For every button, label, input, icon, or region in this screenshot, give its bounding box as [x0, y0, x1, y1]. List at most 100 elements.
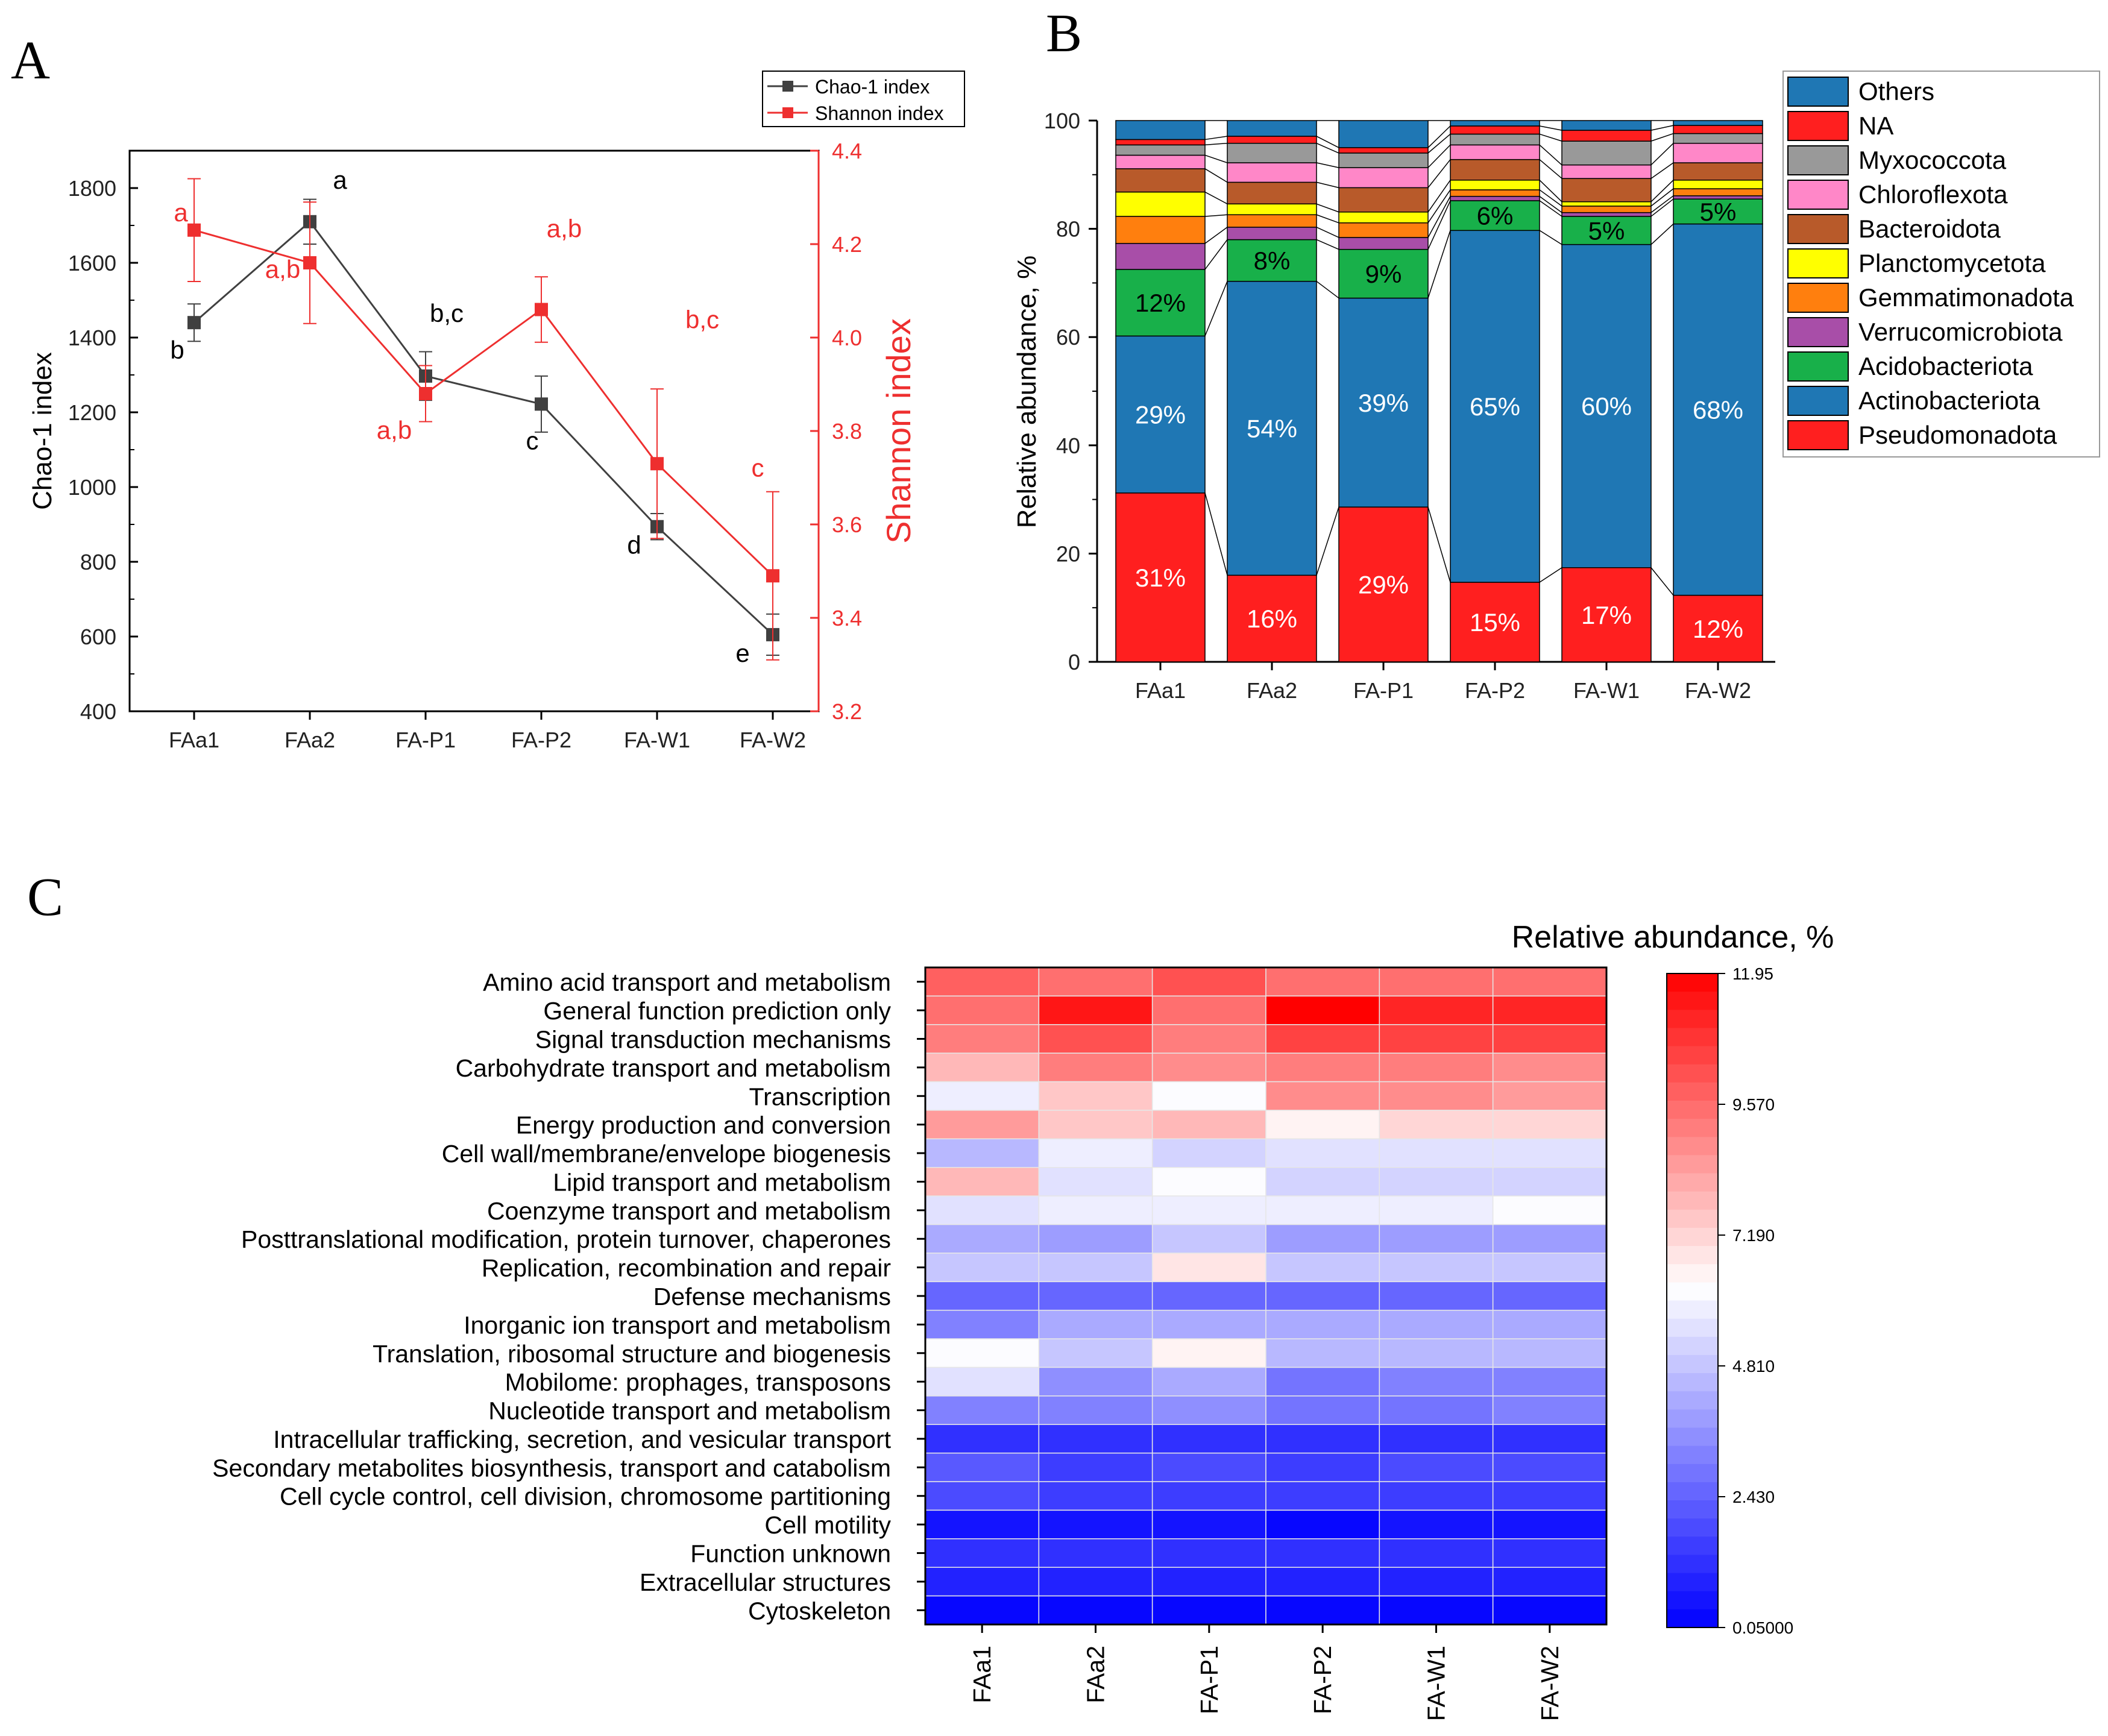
heatmap-cell — [1379, 1509, 1494, 1539]
column-label: FA-W2 — [1536, 1646, 1564, 1721]
bar-segment — [1561, 206, 1652, 213]
bar-segment — [1450, 133, 1540, 146]
colorbar-step — [1667, 1100, 1718, 1119]
row-label: Cell cycle control, cell division, chrom… — [280, 1483, 891, 1511]
heatmap-cell — [925, 1538, 1040, 1568]
colorbar-tick-label: 4.810 — [1732, 1357, 1775, 1376]
heatmap-cell — [1492, 1081, 1607, 1111]
segment-connector — [1427, 200, 1451, 250]
legend-label: NA — [1858, 112, 1893, 140]
legend-swatch — [1787, 145, 1849, 175]
heatmap-cell — [1379, 1481, 1494, 1511]
row-label: Nucleotide transport and metabolism — [488, 1397, 891, 1425]
colorbar-step — [1667, 1191, 1718, 1210]
row-label: Mobilome: prophages, transposons — [505, 1368, 891, 1396]
segment-connector — [1539, 159, 1562, 179]
y2-tick-label: 4.2 — [832, 232, 862, 257]
panel-label-a: A — [11, 31, 50, 90]
panel-label-b: B — [1046, 4, 1082, 63]
segment-connector — [1539, 200, 1562, 217]
row-label: Posttranslational modification, protein … — [241, 1225, 891, 1253]
heatmap-cell — [1379, 1081, 1494, 1111]
legend-swatch — [1787, 351, 1849, 382]
bar-segment — [1227, 227, 1317, 241]
heatmap-cell — [1038, 1195, 1153, 1225]
colorbar-step — [1667, 1518, 1718, 1537]
heatmap-cell — [925, 1224, 1040, 1254]
column-label: FA-P1 — [1195, 1646, 1223, 1714]
significance-letter: b,c — [430, 299, 464, 327]
bar-value-label: 54% — [1247, 415, 1297, 443]
significance-letter: a,b — [547, 215, 582, 243]
heatmap-cell — [1038, 1224, 1153, 1254]
row-label: Coenzyme transport and metabolism — [487, 1197, 891, 1225]
segment-connector — [1427, 196, 1451, 238]
segment-connector — [1650, 188, 1674, 207]
heatmap-cell — [1151, 1595, 1266, 1625]
colorbar-step — [1667, 1064, 1718, 1083]
y2-tick-label: 3.6 — [832, 512, 862, 537]
bar-segment — [1673, 162, 1763, 181]
heatmap-cell — [1038, 1081, 1153, 1111]
heatmap-cell — [1151, 1452, 1266, 1482]
heatmap-cell — [1151, 1081, 1266, 1111]
heatmap-cell — [925, 1110, 1040, 1140]
colorbar-tick-label: 11.95 — [1732, 964, 1773, 983]
segment-connector — [1316, 136, 1339, 148]
y-tick-label: 1200 — [68, 400, 116, 425]
heatmap-cell — [925, 1309, 1040, 1339]
heatmap-cell — [1151, 995, 1266, 1025]
legend-swatch — [1787, 420, 1849, 450]
bar-segment — [1338, 248, 1429, 299]
colorbar-tick-label: 7.190 — [1732, 1226, 1775, 1245]
heatmap-cell — [1038, 1509, 1153, 1539]
bar-segment — [1561, 212, 1652, 217]
heatmap-cell — [1151, 1224, 1266, 1254]
colorbar-step — [1667, 1409, 1718, 1428]
heatmap-cell — [1151, 1424, 1266, 1454]
heatmap-cell — [1379, 1338, 1494, 1368]
heatmap-cell — [925, 1567, 1040, 1597]
bar-segment — [1227, 162, 1317, 183]
legend-marker — [782, 81, 793, 92]
legend-label: Actinobacteriota — [1858, 386, 2040, 415]
row-label: Inorganic ion transport and metabolism — [464, 1311, 891, 1339]
x-tick-label: FAa2 — [285, 728, 335, 752]
heatmap-cell — [1038, 995, 1153, 1025]
panel-b-stacked-bar-chart: 0 20 40 60 80 100 Relative abundance, % 31% 29% 1… — [1012, 71, 2100, 703]
x-tick-label: FA-W1 — [624, 728, 690, 752]
heatmap-cell — [1151, 1281, 1266, 1311]
bar-segment — [1561, 164, 1652, 179]
heatmap-cell — [1379, 1395, 1494, 1426]
heatmap-cell — [1038, 1110, 1153, 1140]
series-line — [193, 220, 774, 635]
segment-connector — [1650, 133, 1674, 142]
heatmap-cell — [925, 1195, 1040, 1225]
heatmap-cell — [1492, 995, 1607, 1025]
y2-tick-label: 4.4 — [832, 139, 862, 163]
heatmap-cell — [1492, 1195, 1607, 1225]
heatmap-cell — [1038, 1424, 1153, 1454]
heatmap-cell — [1379, 1452, 1494, 1482]
row-label: Intracellular trafficking, secretion, an… — [273, 1426, 891, 1453]
heatmap-cell — [1265, 1281, 1380, 1311]
heatmap-cell — [1492, 967, 1607, 997]
legend-swatch — [1787, 77, 1849, 107]
heatmap-cell — [1038, 1024, 1153, 1054]
segment-connector — [1427, 133, 1451, 154]
bar-segment — [1450, 120, 1540, 127]
heatmap-cell — [1379, 1024, 1494, 1054]
colorbar-step — [1667, 1427, 1718, 1447]
y-tick-label: 80 — [1056, 217, 1080, 242]
row-label: Signal transduction mechanisms — [535, 1025, 891, 1053]
x-tick-label: FAa1 — [1135, 678, 1186, 703]
heatmap-cell — [1265, 967, 1380, 997]
heatmap-cell — [1379, 1166, 1494, 1197]
significance-letter: a,b — [377, 416, 412, 444]
colorbar-step — [1667, 1354, 1718, 1374]
y-axis-title: Relative abundance, % — [1012, 256, 1042, 529]
row-label: Function unknown — [690, 1540, 891, 1568]
heatmap-cell — [1038, 1366, 1153, 1397]
heatmap-cell — [1265, 1509, 1380, 1539]
colorbar-step — [1667, 1464, 1718, 1483]
